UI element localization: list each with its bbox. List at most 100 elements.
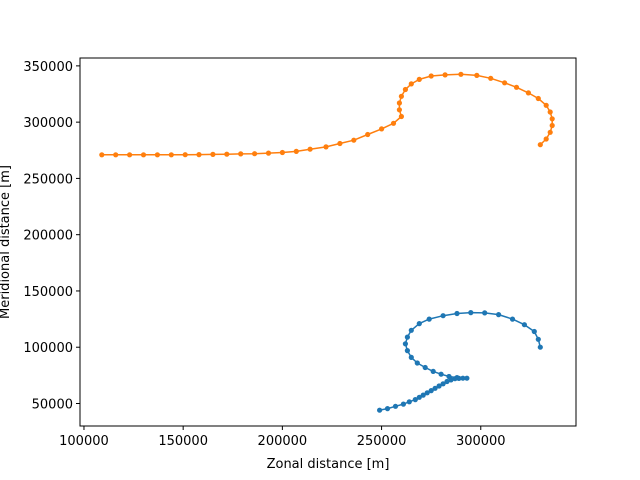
data-point <box>547 129 553 135</box>
data-point <box>535 95 541 102</box>
data-point <box>482 310 488 316</box>
data-point <box>460 375 466 381</box>
data-point <box>420 392 426 398</box>
series-line <box>379 311 542 411</box>
data-point <box>379 126 385 132</box>
plot-area <box>99 71 555 413</box>
data-point <box>99 152 105 158</box>
data-point <box>444 378 450 385</box>
data-point <box>543 102 549 108</box>
data-point <box>426 316 432 322</box>
data-point <box>224 151 230 157</box>
data-point <box>351 137 357 143</box>
data-point <box>408 81 414 87</box>
series-line <box>101 73 553 156</box>
data-point <box>474 72 480 78</box>
data-point <box>307 146 313 152</box>
x-tick-label: 150000 <box>158 434 208 449</box>
data-point <box>521 322 528 328</box>
data-point <box>323 144 329 150</box>
data-point <box>537 344 543 350</box>
data-point <box>416 394 422 400</box>
y-tick-label: 250000 <box>23 172 73 187</box>
data-point <box>168 152 174 158</box>
data-point <box>390 120 397 126</box>
data-point <box>525 90 532 96</box>
data-point <box>196 152 202 158</box>
data-point <box>432 385 438 391</box>
y-tick-label: 300000 <box>23 116 73 131</box>
data-point <box>293 148 299 154</box>
y-tick-label: 100000 <box>23 341 73 356</box>
data-point <box>398 113 404 120</box>
y-tick-label: 200000 <box>23 229 73 244</box>
data-point <box>210 151 216 157</box>
data-point <box>438 371 444 377</box>
data-point <box>113 152 119 158</box>
data-point <box>238 151 244 157</box>
y-tick-label: 150000 <box>23 285 73 300</box>
data-point <box>252 151 258 157</box>
data-point <box>509 316 516 322</box>
data-point <box>265 150 272 156</box>
data-point <box>396 107 402 113</box>
data-point <box>535 336 541 342</box>
data-point <box>404 348 410 354</box>
data-point <box>440 313 446 319</box>
data-point <box>127 152 133 158</box>
data-point <box>454 310 460 317</box>
axes-frame <box>79 57 577 427</box>
data-point <box>442 72 448 78</box>
data-point <box>456 375 462 381</box>
data-point <box>398 93 404 99</box>
data-point <box>513 84 520 90</box>
data-point <box>377 407 383 413</box>
x-axis: 100000 150000 200000 250000 300000 <box>59 426 506 449</box>
data-point <box>549 122 555 129</box>
data-point <box>549 116 555 122</box>
data-point <box>279 149 285 156</box>
data-point <box>488 75 494 81</box>
data-point <box>458 71 464 77</box>
data-point <box>430 368 436 374</box>
data-point <box>182 152 188 158</box>
data-point <box>408 327 414 333</box>
data-point <box>496 312 502 318</box>
data-point <box>543 136 549 142</box>
data-point <box>468 310 474 316</box>
y-axis-label: Meridional distance [m] <box>0 165 13 319</box>
y-tick-label: 350000 <box>23 60 73 75</box>
data-point <box>428 388 434 394</box>
data-point <box>440 381 446 387</box>
data-point <box>154 152 160 158</box>
series-1 <box>377 310 543 413</box>
data-point <box>428 73 434 79</box>
data-point <box>436 383 442 389</box>
data-point <box>422 364 428 371</box>
data-point <box>337 140 343 147</box>
x-tick-label: 300000 <box>456 434 506 449</box>
data-point <box>408 354 414 360</box>
data-point <box>402 86 408 93</box>
data-point <box>464 375 470 381</box>
data-point <box>424 390 430 396</box>
data-point <box>537 142 543 148</box>
series-2 <box>99 71 555 158</box>
data-point <box>448 377 454 383</box>
data-point <box>547 109 553 115</box>
data-point <box>140 152 147 158</box>
x-tick-label: 100000 <box>59 434 109 449</box>
data-point <box>392 403 399 409</box>
data-point <box>412 397 418 403</box>
data-point <box>416 76 422 82</box>
x-axis-label: Zonal distance [m] <box>267 457 390 472</box>
data-point <box>404 334 410 340</box>
data-point <box>406 399 412 405</box>
data-point <box>365 131 371 138</box>
data-point <box>452 376 458 382</box>
data-point <box>400 401 406 407</box>
y-tick-label: 50000 <box>32 397 73 412</box>
x-tick-label: 250000 <box>357 434 407 449</box>
data-point <box>396 100 402 106</box>
